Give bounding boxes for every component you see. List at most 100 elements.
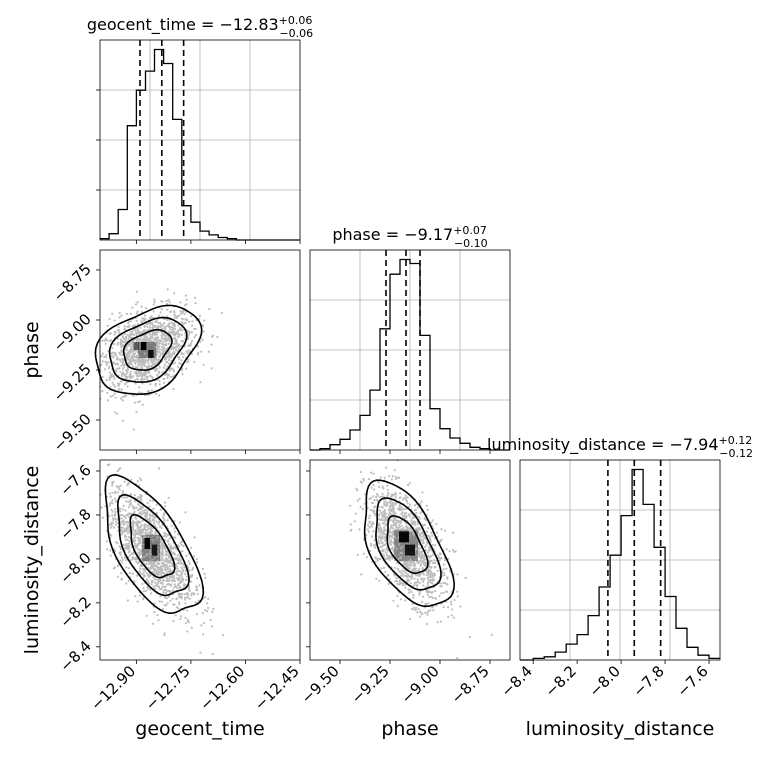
sample-point xyxy=(103,355,106,358)
sample-point xyxy=(149,517,152,520)
sample-point xyxy=(141,544,144,547)
sample-point xyxy=(138,400,142,403)
sample-point xyxy=(129,501,132,504)
sample-point xyxy=(100,506,103,509)
sample-point xyxy=(154,383,157,386)
sample-point xyxy=(107,361,110,364)
sample-point xyxy=(110,373,113,376)
sample-point xyxy=(428,579,431,582)
sample-point xyxy=(124,335,128,338)
sample-point xyxy=(152,534,155,537)
sample-point xyxy=(185,303,188,306)
sample-point xyxy=(404,572,407,575)
sample-point xyxy=(136,508,140,512)
sample-point xyxy=(146,551,150,554)
sample-point xyxy=(398,570,401,573)
sample-point xyxy=(177,559,180,562)
sample-point xyxy=(437,556,440,559)
sample-point xyxy=(173,310,176,313)
sample-point xyxy=(377,529,381,532)
x-tick-label: −8.4 xyxy=(498,662,536,700)
sample-point xyxy=(177,324,180,327)
sample-point xyxy=(378,509,381,512)
sample-point xyxy=(384,517,387,520)
sample-point xyxy=(106,391,109,394)
sample-point xyxy=(109,554,112,557)
sample-point xyxy=(151,622,154,625)
sample-point xyxy=(389,543,392,546)
sample-point xyxy=(196,353,200,356)
sample-point xyxy=(175,345,178,349)
sample-point xyxy=(418,528,421,532)
sample-point xyxy=(168,565,171,568)
sample-point xyxy=(114,500,117,503)
sample-point xyxy=(419,559,422,562)
sample-point xyxy=(148,337,151,340)
sample-point xyxy=(426,613,429,616)
sample-point xyxy=(139,511,142,514)
sample-point xyxy=(196,592,199,596)
sample-point xyxy=(390,541,394,544)
sample-point xyxy=(158,555,162,558)
sample-point xyxy=(193,593,196,596)
sample-point xyxy=(114,549,117,553)
sample-point xyxy=(389,539,392,542)
sample-point xyxy=(147,338,150,341)
sample-point xyxy=(137,391,141,394)
sample-point xyxy=(126,538,129,541)
sample-point xyxy=(386,489,389,492)
sample-point xyxy=(163,633,166,637)
sample-point xyxy=(123,325,126,328)
sample-point xyxy=(394,491,397,495)
sample-point xyxy=(111,351,115,354)
sample-point xyxy=(200,624,203,627)
sample-point xyxy=(184,321,187,324)
sample-point xyxy=(172,330,175,333)
sample-point xyxy=(427,569,430,572)
sample-point xyxy=(137,520,140,523)
sample-point xyxy=(430,571,433,575)
sample-point xyxy=(123,327,126,330)
sample-point xyxy=(169,583,173,586)
sample-point xyxy=(368,520,371,523)
sample-point xyxy=(168,369,171,372)
sample-point xyxy=(121,368,124,371)
sample-point xyxy=(198,317,201,320)
sample-point xyxy=(187,358,190,361)
sample-point xyxy=(134,362,137,365)
sample-point xyxy=(119,353,122,356)
sample-point xyxy=(123,556,127,559)
sample-point xyxy=(137,529,140,532)
sample-point xyxy=(154,537,157,540)
sample-point xyxy=(207,606,210,610)
sample-point xyxy=(196,589,199,592)
sample-point xyxy=(187,337,190,340)
sample-point xyxy=(187,560,190,563)
sample-point xyxy=(149,574,152,577)
sample-point xyxy=(418,592,421,595)
sample-point xyxy=(164,373,167,376)
sample-point xyxy=(393,519,396,522)
sample-point xyxy=(178,335,181,338)
sample-point xyxy=(133,353,136,356)
sample-point xyxy=(146,533,149,536)
sample-point xyxy=(146,528,149,532)
sample-point xyxy=(116,518,119,521)
sample-point xyxy=(167,556,170,559)
sample-point xyxy=(165,338,168,341)
sample-point xyxy=(417,515,420,518)
sample-point xyxy=(177,582,180,586)
sample-point xyxy=(110,355,113,358)
sample-point xyxy=(398,579,402,582)
sample-point xyxy=(138,484,141,487)
sample-point xyxy=(140,349,143,352)
sample-point xyxy=(144,557,147,560)
sample-point xyxy=(121,335,124,338)
sample-point xyxy=(140,373,143,376)
sample-point xyxy=(426,582,429,586)
sample-point xyxy=(158,559,161,562)
sample-point xyxy=(390,478,393,481)
sample-point xyxy=(154,362,157,365)
sample-point xyxy=(358,497,361,500)
sample-point xyxy=(181,570,185,573)
